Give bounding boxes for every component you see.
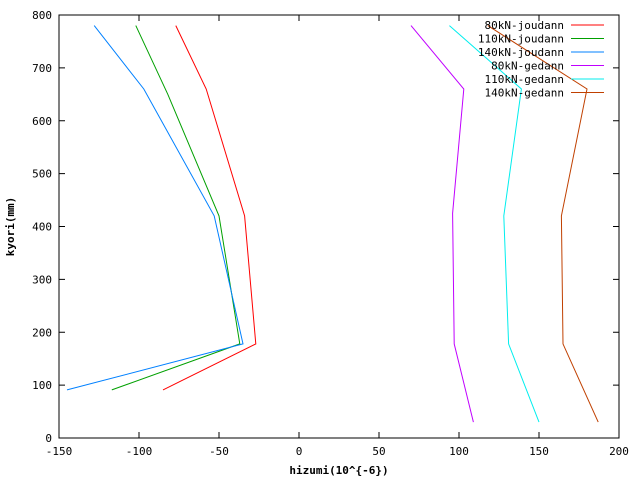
y-tick-label: 600 <box>32 115 52 128</box>
y-tick-label: 0 <box>45 432 52 445</box>
series-line-140kN-joudann <box>66 25 244 391</box>
x-tick-label: 50 <box>372 445 385 458</box>
axis-ticks: -150 -100 -50 0 50 100 150 200 0 100 200 300 400 500 6… <box>32 9 629 458</box>
series-line-110kN-gedann <box>449 25 540 423</box>
x-tick-label: 150 <box>529 445 549 458</box>
series-line-110kN-joudann <box>111 25 241 391</box>
x-tick-label: -50 <box>209 445 229 458</box>
y-tick-label: 500 <box>32 168 52 181</box>
x-tick-label: 100 <box>449 445 469 458</box>
y-tick-label: 100 <box>32 379 52 392</box>
series-line-80kN-gedann <box>410 25 474 423</box>
y-tick-label: 200 <box>32 326 52 339</box>
x-tick-label: 0 <box>296 445 303 458</box>
y-tick-label: 300 <box>32 273 52 286</box>
legend: 80kN-joudann110kN-joudann140kN-joudann80… <box>478 19 604 100</box>
legend-label: 110kN-joudann <box>478 33 564 46</box>
x-axis-label: hizumi(10^{-6}) <box>289 464 388 477</box>
x-tick-label: 200 <box>609 445 629 458</box>
legend-label: 80kN-joudann <box>485 19 564 32</box>
legend-label: 110kN-gedann <box>485 73 564 86</box>
y-axis-label: kyori(mm) <box>4 197 17 257</box>
y-tick-label: 800 <box>32 9 52 22</box>
legend-label: 80kN-gedann <box>491 60 564 73</box>
y-tick-label: 400 <box>32 221 52 234</box>
series-line-80kN-joudann <box>162 25 257 391</box>
series-lines <box>66 25 599 423</box>
x-tick-label: -100 <box>126 445 153 458</box>
legend-label: 140kN-joudann <box>478 46 564 59</box>
plot-frame <box>58 14 620 439</box>
legend-label: 140kN-gedann <box>485 87 564 100</box>
x-tick-label: -150 <box>46 445 73 458</box>
series-line-140kN-gedann <box>487 25 599 423</box>
y-tick-label: 700 <box>32 62 52 75</box>
